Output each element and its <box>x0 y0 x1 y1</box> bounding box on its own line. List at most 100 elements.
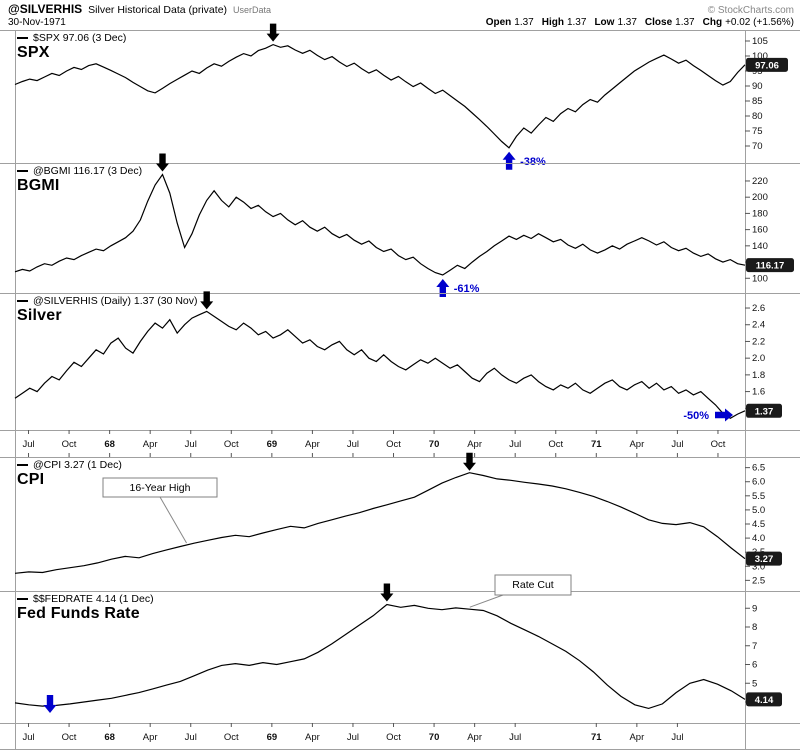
silver-legend: @SILVERHIS (Daily) 1.37 (30 Nov) <box>17 295 198 307</box>
y-tick-label: 4.0 <box>752 533 765 544</box>
x-tick-label: Oct <box>224 732 239 743</box>
fed-value-badge <box>746 692 782 707</box>
line-legend-icon <box>17 464 28 466</box>
y-tick-label: 5.0 <box>752 505 765 516</box>
pct-change-label: -50% <box>683 410 709 422</box>
x-tick-label: Oct <box>386 732 401 743</box>
black-down-arrow <box>200 291 214 310</box>
x-tick-label: Jul <box>185 732 197 743</box>
y-tick-label: 220 <box>752 176 768 187</box>
fed-value-badge-text: 4.14 <box>755 695 774 706</box>
x-axis-top-svg: Jul Oct 68 Apr Jul Oct 69 Apr Jul Oct 70 Apr Jul Oct 7… <box>0 430 800 457</box>
y-tick-label: 4.5 <box>752 519 765 530</box>
quote-value: 1.37 <box>675 17 695 28</box>
quote-value: +0.02 (+1.56%) <box>725 17 794 28</box>
y-tick-label: 100 <box>752 273 768 284</box>
spx-series-line <box>14 43 746 149</box>
callout-text: Rate Cut <box>512 579 554 591</box>
x-tick-label: Apr <box>305 732 320 743</box>
line-legend-icon <box>17 598 28 600</box>
y-tick-label: 85 <box>752 96 763 107</box>
pct-change-label: -38% <box>520 156 546 168</box>
quote-value: 1.37 <box>514 17 534 28</box>
spx-legend-text: $SPX 97.06 (3 Dec) <box>33 32 127 44</box>
symbol-label: @SILVERHIS <box>8 2 83 16</box>
quote-label: Close <box>644 17 673 28</box>
x-tick-label: Jul <box>509 732 521 743</box>
silver-legend-text: @SILVERHIS (Daily) 1.37 (30 Nov) <box>33 295 198 307</box>
spx-panel: 105100959085807570-38%97.06 $SPX 97.06 (… <box>0 23 800 170</box>
quote-label: Open <box>485 17 512 28</box>
silver-value-badge-text: 1.37 <box>755 406 774 417</box>
black-down-arrow <box>266 23 280 42</box>
x-tick-label: 68 <box>104 439 115 450</box>
quote-value: 1.37 <box>566 17 587 28</box>
quote-label: High <box>541 17 564 28</box>
x-tick-label: Oct <box>62 732 77 743</box>
header-line2: 30-Nov-1971 Open 1.37 High 1.37 Low 1.37 Close… <box>8 17 794 28</box>
x-tick-label: 70 <box>429 732 440 743</box>
fed-legend: $$FEDRATE 4.14 (1 Dec) <box>17 593 154 605</box>
bgmi-series-line <box>14 173 746 276</box>
user-label: UserData <box>233 5 272 15</box>
y-tick-label: 6.0 <box>752 477 765 488</box>
blue-up-arrow <box>436 279 450 297</box>
x-tick-label: Apr <box>629 439 644 450</box>
x-tick-label: Oct <box>62 439 77 450</box>
black-down-arrow <box>463 452 476 471</box>
y-tick-label: 160 <box>752 225 768 236</box>
chart-title-text: Silver Historical Data (private) <box>88 4 228 16</box>
fed-legend-text: $$FEDRATE 4.14 (1 Dec) <box>33 593 154 605</box>
bgmi-chart: 220200180160140120100-61%116.17 <box>0 153 800 297</box>
y-tick-label: 90 <box>752 81 763 92</box>
cpi-value-badge-text: 3.27 <box>755 554 774 565</box>
fed-series-line <box>14 603 746 710</box>
bgmi-legend: @BGMI 116.17 (3 Dec) <box>17 165 142 177</box>
pct-change-label: -61% <box>454 283 480 295</box>
header-line1: @SILVERHIS Silver Historical Data (priva… <box>8 2 794 16</box>
y-tick-label: 2.4 <box>752 320 765 331</box>
spx-value-badge-text: 97.06 <box>755 60 779 71</box>
x-axis-bottom: Jul Oct 68 Apr Jul Oct 69 Apr Jul Oct 70 Apr Jul 71 Ap… <box>0 723 800 750</box>
quote-strip: Open 1.37 High 1.37 Low 1.37 Close 1.37 Chg +0.02… <box>478 17 794 28</box>
blue-right-arrow <box>715 408 733 422</box>
y-tick-label: 3.0 <box>752 561 765 572</box>
x-tick-label: Apr <box>143 732 158 743</box>
x-tick-label: Apr <box>629 732 644 743</box>
bgmi-value-badge <box>746 258 794 273</box>
x-tick-label: 71 <box>591 732 602 743</box>
x-tick-label: Jul <box>347 439 359 450</box>
spx-value-badge <box>746 57 788 72</box>
x-tick-label: Jul <box>22 732 34 743</box>
cpi-legend: @CPI 3.27 (1 Dec) <box>17 459 122 471</box>
y-tick-label: 6 <box>752 660 757 671</box>
x-tick-label: 69 <box>267 439 278 450</box>
cpi-chart: 6.56.05.55.04.54.03.53.02.516-Year High3… <box>0 452 800 591</box>
silver-chart: 2.62.42.22.01.81.61.4-50%1.37 <box>0 291 800 430</box>
y-tick-label: 2.6 <box>752 303 765 314</box>
bgmi-legend-text: @BGMI 116.17 (3 Dec) <box>33 165 143 177</box>
y-tick-label: 75 <box>752 126 763 137</box>
x-tick-label: Jul <box>671 439 683 450</box>
y-tick-label: 1.8 <box>752 370 765 381</box>
blue-down-arrow <box>43 695 57 713</box>
y-tick-label: 105 <box>752 36 768 47</box>
quote-value: 1.37 <box>617 17 637 28</box>
x-tick-label: Jul <box>671 732 683 743</box>
x-axis-bottom-svg: Jul Oct 68 Apr Jul Oct 69 Apr Jul Oct 70 Apr Jul 71 Ap… <box>0 723 800 750</box>
cpi-legend-text: @CPI 3.27 (1 Dec) <box>33 459 122 471</box>
x-tick-label: Apr <box>305 439 320 450</box>
y-tick-label: 2.0 <box>752 353 765 364</box>
line-legend-icon <box>17 170 28 172</box>
x-tick-label: Apr <box>467 439 482 450</box>
x-tick-label: Jul <box>347 732 359 743</box>
x-tick-label: Oct <box>548 439 563 450</box>
y-tick-label: 2.2 <box>752 336 765 347</box>
y-tick-label: 70 <box>752 141 763 152</box>
chart-header: @SILVERHIS Silver Historical Data (priva… <box>0 0 800 30</box>
silver-series-line <box>14 310 746 420</box>
y-tick-label: 140 <box>752 241 768 252</box>
